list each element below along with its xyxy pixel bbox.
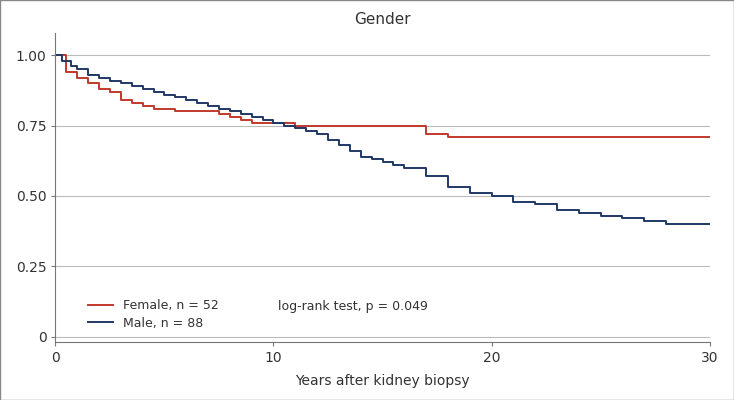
Title: Gender: Gender bbox=[355, 12, 411, 27]
X-axis label: Years after kidney biopsy: Years after kidney biopsy bbox=[295, 374, 470, 388]
Legend: Female, n = 52, Male, n = 88: Female, n = 52, Male, n = 88 bbox=[88, 300, 219, 330]
Text: log-rank test, p = 0.049: log-rank test, p = 0.049 bbox=[278, 300, 428, 313]
